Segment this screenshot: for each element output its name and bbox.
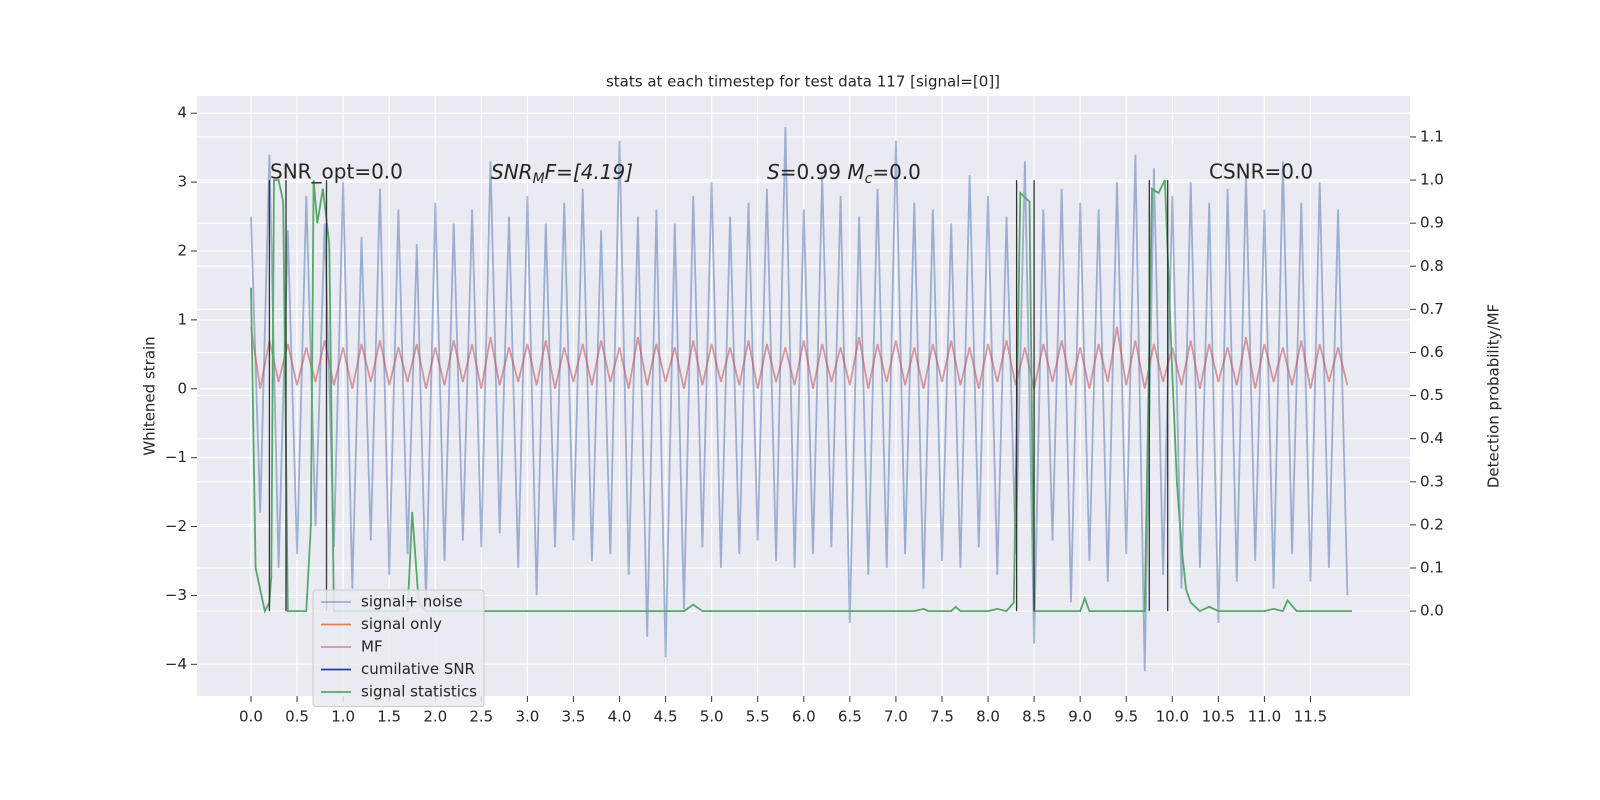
y-tick-label: 4 [177,104,187,122]
annotation: S=0.99 Mc=0.0 [767,160,921,188]
y-tick-label: 1 [177,310,187,328]
chart-title: stats at each timestep for test data 117… [606,73,1000,91]
x-tick-label: 11.0 [1248,708,1281,726]
y2-axis-label: Detection probability/MF [1485,304,1503,488]
y-axis-label: Whitened strain [141,336,159,455]
series-line [250,326,1349,389]
y2-tick-label: 0.4 [1420,429,1444,447]
series-line [250,126,1349,672]
x-tick-label: 2.5 [469,708,493,726]
x-tick-label: 11.5 [1294,708,1327,726]
y2-tick-label: 0.5 [1420,386,1444,404]
x-tick-label: 8.0 [976,708,1000,726]
y-tick-label: −4 [165,655,187,673]
y2-tick-label: 0.7 [1420,300,1444,318]
x-tick-label: 8.5 [1022,708,1046,726]
x-tick-label: 0.0 [239,708,263,726]
annotation: SNR_opt=0.0 [270,160,403,184]
y2-tick-label: 0.8 [1420,257,1444,275]
y-tick-label: −2 [165,517,187,535]
x-tick-label: 5.0 [700,708,724,726]
annotation-part: M [847,160,864,184]
legend-label: signal only [361,615,442,633]
legend-label: signal statistics [361,683,477,701]
y2-tick-label: 0.2 [1420,515,1444,533]
x-tick-label: 2.0 [423,708,447,726]
y2-tick-label: 0.1 [1420,558,1444,576]
y2-tick-label: 0.6 [1420,343,1444,361]
x-tick-label: 6.0 [792,708,816,726]
x-tick-label: 0.5 [285,708,309,726]
x-tick-label: 1.0 [331,708,355,726]
x-tick-label: 7.5 [930,708,954,726]
y2-tick-label: 0.9 [1420,214,1444,232]
legend-box [312,589,485,707]
y2-tick-label: 0.3 [1420,472,1444,490]
legend-label: signal+ noise [361,593,463,611]
x-tick-label: 5.5 [746,708,770,726]
annotation-part: F=[4.19] [545,160,633,184]
x-tick-label: 9.5 [1114,708,1138,726]
annotation-part: M [533,171,545,187]
x-tick-label: 3.0 [515,708,539,726]
series-line [268,180,1169,612]
x-tick-label: 1.5 [377,708,401,726]
annotation-part: c [865,171,873,187]
legend-label: MF [361,638,383,656]
annotation-part: =0.99 [780,160,848,184]
annotation-part: =0.0 [872,160,921,184]
annotation: SNRMF=[4.19] [491,160,633,188]
y2-tick-label: 1.0 [1420,171,1444,189]
y-tick-label: 3 [177,173,187,191]
y2-tick-label: 0.0 [1420,602,1444,620]
x-tick-label: 10.0 [1156,708,1189,726]
y-tick-label: 0 [177,379,187,397]
annotation-part: SNR [491,160,533,184]
grid [197,96,1410,696]
x-tick-label: 9.0 [1068,708,1092,726]
y-tick-label: −1 [165,448,187,466]
annotation-part: S [767,160,780,184]
x-tick-label: 10.5 [1202,708,1235,726]
y-tick-label: −3 [165,586,187,604]
x-tick-label: 3.5 [562,708,586,726]
y-tick-label: 2 [177,241,187,259]
x-tick-label: 6.5 [838,708,862,726]
x-tick-label: 7.0 [884,708,908,726]
annotation: CSNR=0.0 [1209,160,1313,184]
legend-label: cumilative SNR [361,660,475,678]
x-tick-label: 4.5 [654,708,678,726]
series-line [250,179,1352,614]
y2-tick-label: 1.1 [1420,127,1444,145]
x-tick-label: 4.0 [608,708,632,726]
